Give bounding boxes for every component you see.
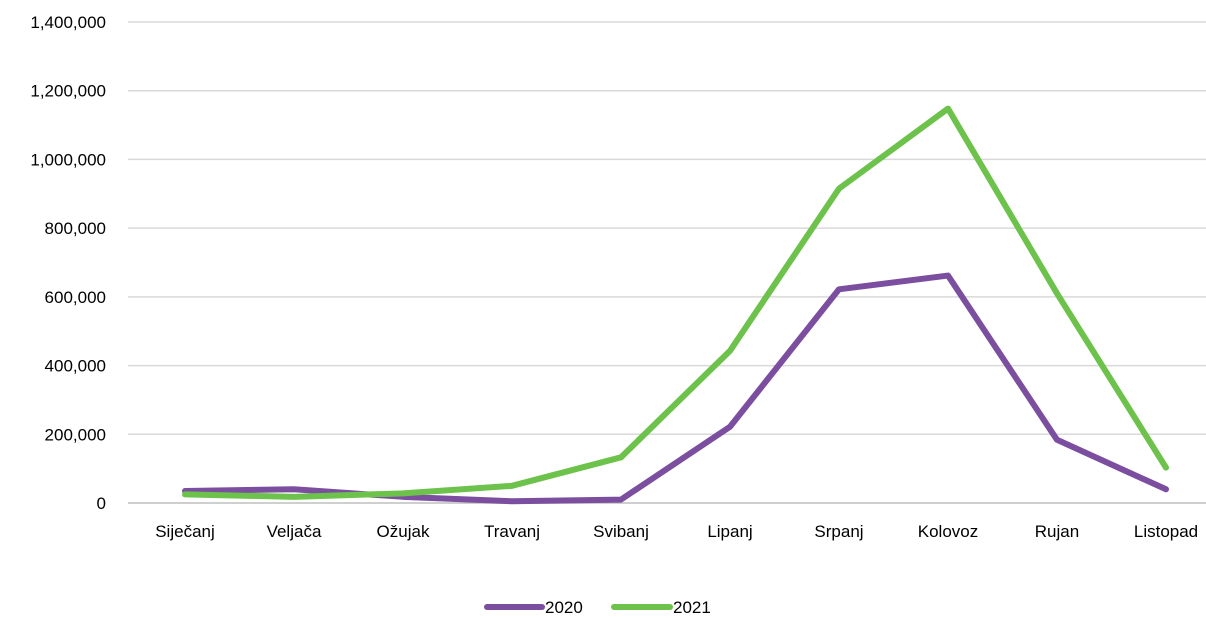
series-line-2020: [185, 276, 1166, 502]
x-tick-label: Veljača: [267, 522, 322, 541]
x-tick-label: Srpanj: [814, 522, 863, 541]
x-tick-label: Kolovoz: [918, 522, 978, 541]
x-tick-label: Rujan: [1035, 522, 1079, 541]
legend: 2020 2021: [487, 598, 711, 617]
series-line-2021: [185, 109, 1166, 497]
y-tick-label: 1,400,000: [30, 13, 106, 32]
x-axis: Siječanj Veljača Ožujak Travanj Svibanj Lipan…: [155, 522, 1198, 541]
y-tick-label: 600,000: [45, 288, 106, 307]
x-tick-label: Travanj: [484, 522, 540, 541]
legend-label: 2021: [673, 598, 711, 617]
legend-item-2021: 2021: [614, 598, 711, 617]
y-tick-label: 0: [97, 494, 106, 513]
x-tick-label: Listopad: [1134, 522, 1198, 541]
y-tick-label: 1,000,000: [30, 150, 106, 169]
gridlines: [128, 22, 1206, 503]
y-tick-label: 1,200,000: [30, 82, 106, 101]
x-tick-label: Lipanj: [707, 522, 752, 541]
x-tick-label: Siječanj: [155, 522, 215, 541]
x-tick-label: Svibanj: [593, 522, 649, 541]
legend-item-2020: 2020: [487, 598, 583, 617]
y-axis: 0 200,000 400,000 600,000 800,000 1,000,000 1,…: [30, 13, 106, 513]
y-tick-label: 200,000: [45, 425, 106, 444]
legend-label: 2020: [545, 598, 583, 617]
series-lines: [185, 109, 1166, 502]
y-tick-label: 400,000: [45, 357, 106, 376]
y-tick-label: 800,000: [45, 219, 106, 238]
x-tick-label: Ožujak: [377, 522, 430, 541]
